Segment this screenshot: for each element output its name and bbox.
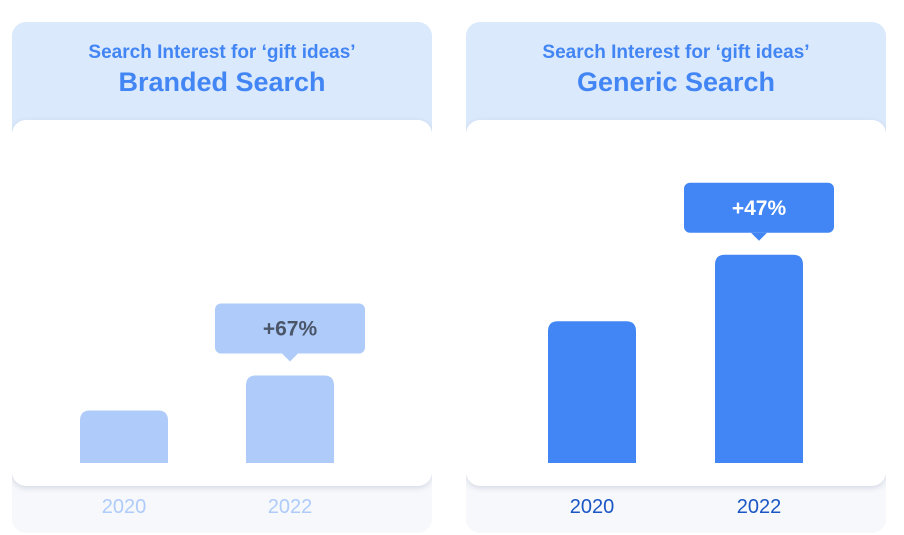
- x-tick-label: 2022: [267, 496, 313, 518]
- callout-label: +67%: [263, 318, 318, 341]
- bar-chart-svg: +67%: [80, 303, 365, 463]
- chart-subtitle: Search Interest for ‘gift ideas’: [542, 42, 810, 63]
- plot-area: +67%: [12, 120, 432, 486]
- chart-title: Branded Search: [118, 67, 326, 97]
- generic-search-card: Search Interest for ‘gift ideas’ Generic…: [466, 22, 886, 533]
- x-tick-label: 2022: [736, 496, 782, 518]
- callout-label: +47%: [732, 197, 787, 220]
- bar-2020: [80, 410, 168, 463]
- branded-search-card: Search Interest for ‘gift ideas’ Branded…: [12, 22, 432, 533]
- x-tick-label: 2020: [569, 496, 615, 518]
- bar-2020: [548, 321, 636, 463]
- plot-area: +47%: [466, 120, 886, 486]
- callout-box: [215, 303, 365, 354]
- callout-pointer: [751, 232, 767, 241]
- chart-title: Generic Search: [576, 67, 776, 97]
- callout-pointer: [282, 353, 298, 362]
- callout-box: [684, 182, 834, 233]
- x-tick-label: 2020: [101, 496, 147, 518]
- bar-2022: [246, 375, 334, 463]
- bar-chart-svg: +47%: [548, 182, 834, 463]
- bar-2022: [715, 254, 803, 463]
- chart-subtitle: Search Interest for ‘gift ideas’: [88, 42, 356, 63]
